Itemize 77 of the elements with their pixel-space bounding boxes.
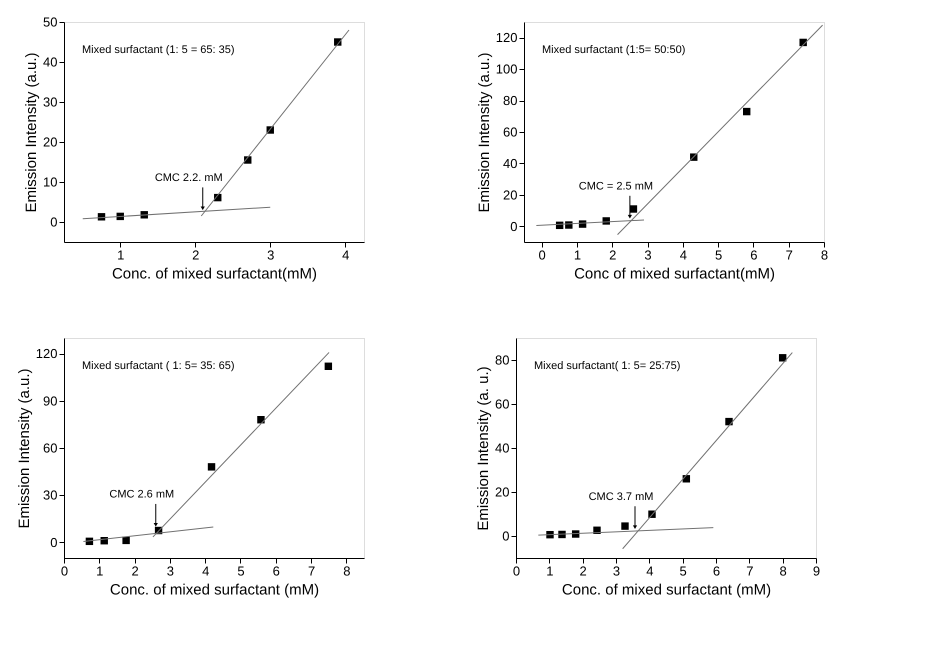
x-tick-label: 2 — [131, 564, 139, 578]
y-tick-label: 0 — [510, 218, 518, 234]
x-tick-label: 2 — [580, 564, 587, 578]
y-tick-label: 10 — [43, 174, 58, 190]
x-tick-label: 1 — [117, 248, 124, 262]
y-tick-label: 120 — [36, 346, 58, 362]
x-tick-label: 7 — [308, 564, 316, 578]
x-tick-label: 8 — [343, 564, 350, 578]
y-tick-label: 40 — [495, 440, 510, 456]
y-tick-label: 120 — [496, 30, 518, 46]
x-tick-label: 6 — [712, 564, 720, 578]
x-tick-label: 8 — [820, 248, 828, 262]
y-tick-label: 60 — [43, 440, 58, 456]
x-tick-label: 4 — [202, 564, 210, 578]
y-axis-title: Emission Intensity (a.u.) — [16, 368, 33, 529]
x-tick-label: 6 — [750, 248, 758, 262]
x-axis-title: Conc. of mixed surfactant(mM) — [112, 266, 318, 282]
y-tick-label: 0 — [50, 534, 58, 550]
point — [257, 416, 265, 424]
y-axis-title: Emission Intensity (a.u.) — [476, 52, 493, 213]
x-tick-label: 3 — [612, 564, 620, 578]
x-tick-label: 8 — [780, 564, 787, 578]
annotation: CMC 3.7 mM — [588, 490, 654, 503]
y-tick-label: 40 — [43, 54, 58, 70]
x-tick-label: 2 — [192, 248, 200, 262]
x-tick-label: 5 — [680, 564, 687, 578]
x-tick-label: 5 — [715, 248, 722, 262]
annotation: Mixed surfactant (1: 5 = 65: 35) — [82, 44, 235, 56]
point — [743, 108, 750, 116]
y-tick-label: 20 — [495, 484, 510, 500]
y-tick-label: 0 — [50, 214, 58, 230]
x-tick-label: 1 — [574, 248, 582, 262]
x-axis-title: Conc. of mixed surfactant (mM) — [110, 582, 320, 598]
y-tick-label: 60 — [503, 124, 518, 140]
annotation: Mixed surfactant ( 1: 5= 35: 65) — [82, 360, 235, 372]
x-tick-label: 7 — [746, 564, 754, 578]
x-tick-label: 4 — [680, 248, 687, 262]
x-tick-label: 1 — [546, 564, 554, 578]
x-tick-label: 3 — [267, 248, 274, 262]
annotation: CMC = 2.5 mM — [578, 180, 654, 192]
x-axis-title: Conc of mixed surfactant(mM) — [574, 266, 775, 282]
y-tick-label: 80 — [503, 93, 518, 108]
x-axis-title: Conc. of mixed surfactant (mM) — [562, 582, 772, 598]
x-tick-label: 3 — [166, 564, 174, 578]
point — [778, 354, 786, 362]
annotation: CMC 2.2. mM — [154, 172, 223, 184]
y-axis-title: Emission Intensity (a. u.) — [475, 366, 492, 531]
x-tick-label: 5 — [237, 564, 245, 578]
x-tick-label: 0 — [538, 248, 546, 262]
y-axis-title: Emission Intensity (a.u.) — [23, 52, 40, 213]
y-tick-label: 20 — [43, 134, 58, 150]
x-tick-label: 0 — [60, 564, 68, 578]
x-tick-label: 1 — [96, 564, 104, 578]
point — [208, 463, 216, 471]
x-tick-label: 9 — [812, 564, 820, 578]
y-tick-label: 30 — [43, 488, 58, 503]
x-tick-label: 3 — [644, 248, 652, 262]
y-tick-label: 30 — [43, 94, 58, 110]
point — [621, 522, 629, 530]
y-tick-label: 90 — [43, 393, 58, 408]
annotation: CMC 2.6 mM — [109, 488, 174, 501]
x-tick-label: 6 — [272, 564, 280, 578]
y-tick-label: 80 — [495, 352, 510, 368]
y-tick-label: 0 — [502, 528, 510, 544]
y-tick-label: 100 — [496, 62, 518, 77]
annotation: Mixed surfactant( 1: 5= 25:75) — [534, 360, 680, 372]
y-tick-label: 40 — [503, 156, 518, 171]
x-tick-label: 2 — [609, 248, 616, 262]
point — [122, 536, 130, 544]
annotation: Mixed surfactant (1:5= 50:50) — [542, 44, 686, 56]
y-tick-label: 60 — [495, 396, 510, 412]
x-tick-label: 4 — [646, 564, 654, 578]
point — [324, 362, 332, 370]
y-tick-label: 50 — [43, 14, 58, 30]
x-tick-label: 4 — [342, 248, 350, 262]
x-tick-label: 7 — [786, 248, 793, 262]
y-tick-label: 20 — [503, 187, 518, 202]
